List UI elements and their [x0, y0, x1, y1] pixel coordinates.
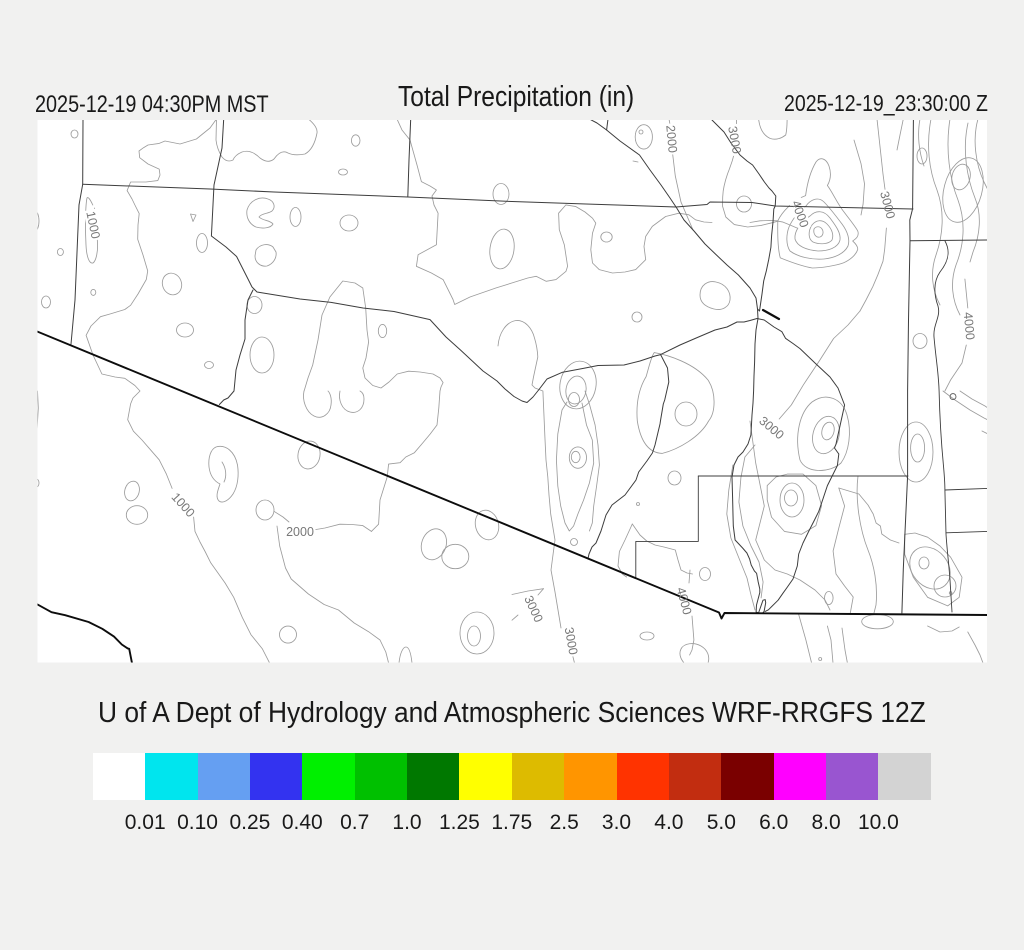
svg-text:2000: 2000 [663, 125, 679, 154]
svg-text:2000: 2000 [286, 525, 314, 539]
svg-text:1000: 1000 [83, 210, 102, 240]
svg-text:3000: 3000 [725, 125, 744, 155]
svg-text:4000: 4000 [961, 312, 977, 341]
svg-text:3000: 3000 [562, 626, 581, 656]
svg-text:3000: 3000 [877, 190, 898, 221]
svg-text:4000: 4000 [674, 586, 695, 617]
